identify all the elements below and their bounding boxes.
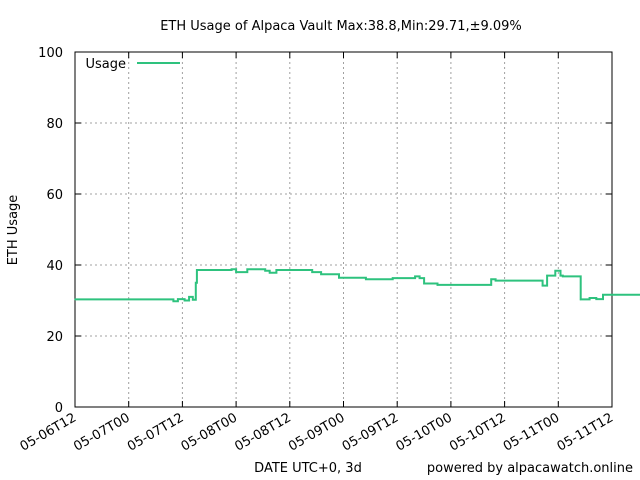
chart-title: ETH Usage of Alpaca Vault Max:38.8,Min:2… xyxy=(160,19,522,34)
data-point xyxy=(602,294,604,296)
data-point xyxy=(554,269,557,272)
y-tick-label: 80 xyxy=(46,117,63,132)
data-point xyxy=(559,274,562,277)
data-point xyxy=(311,271,314,273)
data-point xyxy=(230,268,233,271)
data-point xyxy=(246,268,249,271)
data-point xyxy=(275,269,278,271)
x-tick-label: 05-07T12 xyxy=(125,410,186,454)
x-tick-label: 05-08T12 xyxy=(232,410,293,454)
data-point xyxy=(546,274,548,277)
y-tick-label: 0 xyxy=(55,401,63,416)
grid xyxy=(75,52,612,407)
x-tick-label: 05-09T12 xyxy=(340,410,401,454)
x-tick-label: 05-08T00 xyxy=(179,410,240,454)
legend-label: Usage xyxy=(85,57,126,72)
legend: Usage xyxy=(85,57,180,72)
data-point xyxy=(264,269,267,272)
x-tick-label: 05-10T12 xyxy=(447,410,508,454)
data-point xyxy=(195,282,197,284)
y-axis-label: ETH Usage xyxy=(6,195,21,266)
y-tick-label: 100 xyxy=(38,46,63,61)
x-tick-label: 05-07T00 xyxy=(71,410,132,454)
y-axis: 0 20 40 60 80 100 xyxy=(38,46,612,416)
x-tick-label: 05-10T00 xyxy=(393,410,454,454)
data-point xyxy=(268,272,271,274)
data-point xyxy=(588,297,591,299)
x-tick-label: 05-11T12 xyxy=(555,410,616,454)
y-tick-label: 20 xyxy=(46,330,63,345)
data-point xyxy=(541,284,544,287)
y-tick-label: 40 xyxy=(46,259,63,274)
x-tick-label: 05-06T12 xyxy=(18,410,79,454)
series-layer xyxy=(74,268,640,303)
data-point xyxy=(436,284,439,286)
data-point xyxy=(74,298,76,301)
data-point xyxy=(418,277,421,279)
series-line-usage xyxy=(75,268,640,303)
data-point xyxy=(235,271,237,273)
data-point xyxy=(171,298,174,301)
x-tick-label: 05-11T00 xyxy=(501,410,562,454)
data-point xyxy=(188,296,190,298)
x-tick-label: 05-09T00 xyxy=(286,410,347,454)
data-point xyxy=(177,298,179,300)
data-point xyxy=(579,298,582,301)
data-point xyxy=(338,277,340,279)
data-point xyxy=(494,279,497,282)
data-point xyxy=(172,300,175,303)
data-point xyxy=(414,275,416,278)
x-axis-label: DATE UTC+0, 3d xyxy=(254,461,362,476)
data-point xyxy=(183,299,186,302)
data-point xyxy=(196,269,198,271)
data-point xyxy=(365,278,367,281)
data-point xyxy=(192,299,194,301)
y-tick-label: 60 xyxy=(46,188,63,203)
credit-text: powered by alpacawatch.online xyxy=(427,461,633,476)
data-point xyxy=(562,275,564,278)
data-point xyxy=(391,277,394,279)
data-point xyxy=(423,282,425,285)
data-point xyxy=(611,294,613,296)
data-point xyxy=(490,278,493,281)
data-point xyxy=(320,273,322,276)
data-point xyxy=(595,298,598,300)
x-axis: 05-06T1205-07T0005-07T1205-08T0005-08T12… xyxy=(18,52,616,455)
